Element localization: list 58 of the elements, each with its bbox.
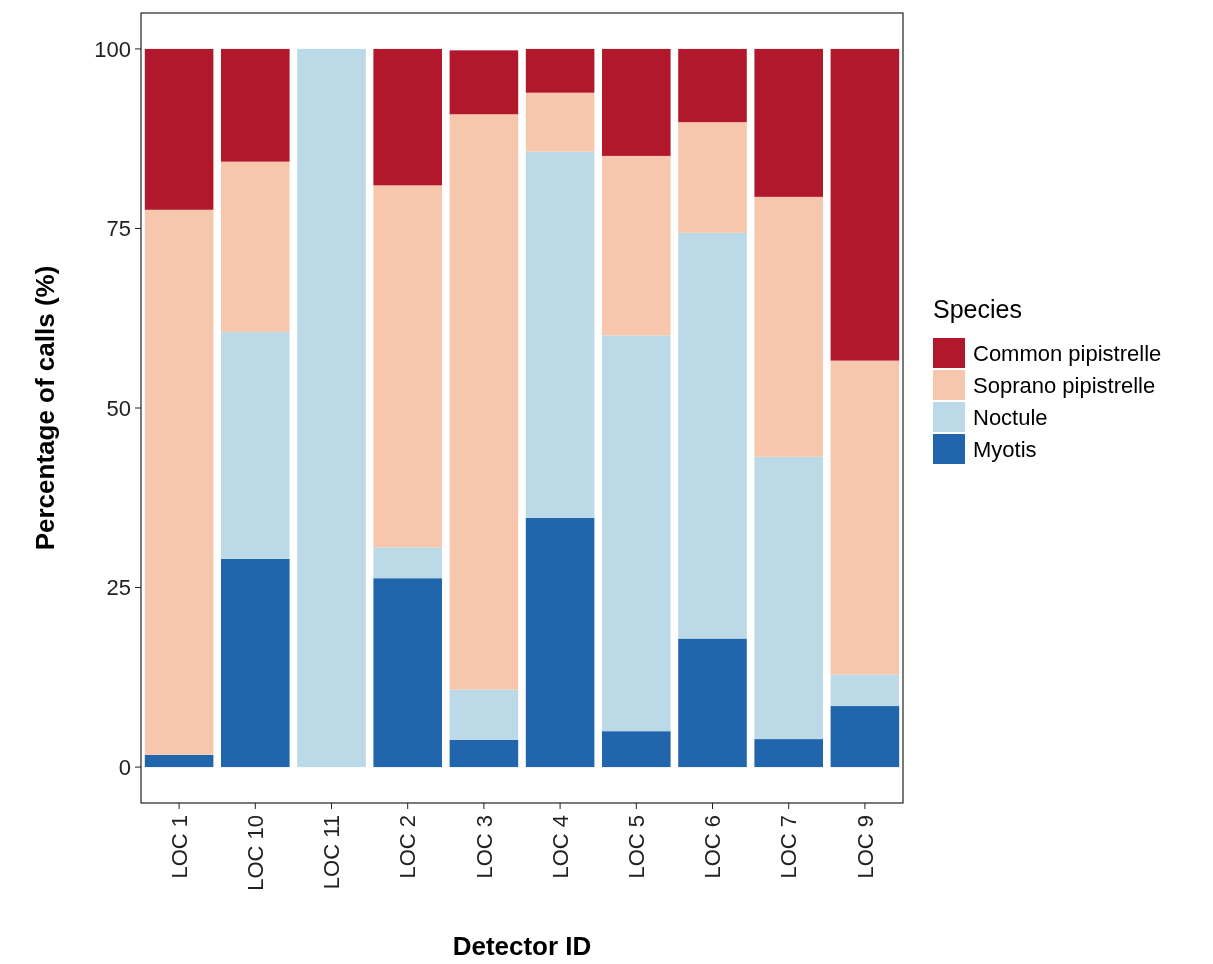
bar: [830, 674, 900, 707]
x-tick-label: LOC 2: [395, 815, 421, 879]
y-axis-title: Percentage of calls (%): [30, 265, 60, 551]
x-tick-label: LOC 11: [319, 815, 345, 890]
bar: [754, 196, 823, 457]
bar: [602, 335, 671, 732]
bar: [144, 754, 214, 768]
bar: [221, 331, 290, 559]
legend-label: Soprano pipistrelle: [973, 372, 1156, 398]
y-tick-label: 75: [106, 216, 131, 242]
bar: [830, 48, 900, 361]
bar: [678, 232, 747, 639]
bar: [602, 48, 671, 156]
bar: [602, 155, 671, 336]
legend-label: Noctule: [973, 404, 1048, 430]
x-tick-label: LOC 6: [700, 815, 726, 879]
y-tick-label: 100: [94, 36, 131, 62]
bar: [373, 185, 442, 548]
legend-label: Common pipistrelle: [973, 340, 1162, 366]
bar: [525, 517, 595, 768]
x-tick-label: LOC 9: [852, 815, 878, 879]
x-tick-label: LOC 4: [547, 815, 573, 879]
legend-title: Species: [933, 295, 1022, 323]
bar: [754, 739, 823, 768]
bar: [221, 558, 290, 768]
x-tick-label: LOC 10: [243, 815, 268, 891]
bar: [297, 48, 366, 768]
y-tick-label: 25: [106, 575, 131, 601]
x-tick-label: LOC 1: [166, 815, 192, 879]
y-tick-label: 0: [118, 754, 131, 780]
bar: [525, 48, 595, 93]
bar: [373, 48, 442, 186]
bar: [678, 638, 747, 768]
legend-label: Myotis: [973, 436, 1037, 462]
bar: [449, 689, 519, 740]
x-axis-title: Detector ID: [452, 931, 592, 961]
bar: [144, 48, 214, 210]
bar: [754, 456, 823, 740]
bar: [830, 360, 900, 675]
bar: [373, 578, 442, 768]
bar: [678, 48, 747, 123]
x-tick-label: LOC 7: [776, 815, 802, 879]
bar: [449, 114, 519, 690]
bar: [373, 547, 442, 579]
y-tick-label: 50: [106, 395, 131, 421]
x-tick-label: LOC 5: [624, 815, 649, 879]
bar: [525, 92, 595, 152]
bar: [221, 161, 290, 332]
bar: [144, 209, 214, 755]
bar: [525, 151, 595, 518]
bar: [449, 50, 519, 115]
bar: [449, 739, 519, 768]
bar: [754, 48, 823, 197]
bar: [602, 731, 671, 768]
bar: [830, 706, 900, 768]
bar: [221, 48, 290, 162]
bar: [678, 122, 747, 233]
x-tick-label: LOC 3: [471, 815, 497, 879]
